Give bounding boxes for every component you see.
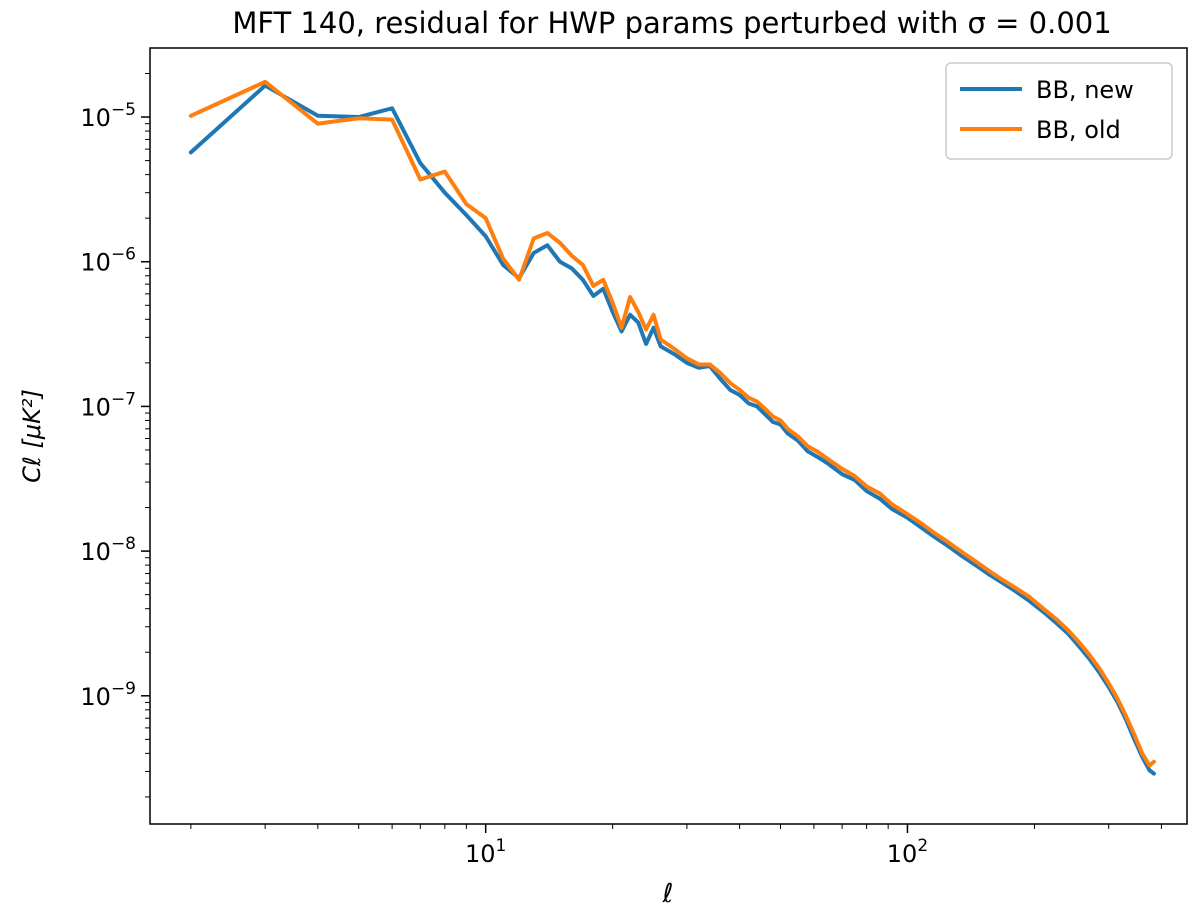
y-axis-label: Cℓ [μK²] — [18, 389, 46, 483]
x-tick-label: 102 — [887, 836, 928, 868]
y-tick-label: 10−8 — [80, 534, 136, 566]
x-tick-label: 101 — [465, 836, 506, 868]
x-axis-label: ℓ — [662, 879, 674, 909]
x-tick-labels: 101 102 — [465, 836, 928, 868]
series-line-bb-new — [188, 83, 1156, 776]
legend-label-bb-new: BB, new — [1036, 76, 1134, 104]
y-tick-label: 10−9 — [80, 679, 136, 711]
chart-title: MFT 140, residual for HWP params perturb… — [232, 6, 1111, 40]
legend: BB, new BB, old — [945, 62, 1173, 160]
legend-label-bb-old: BB, old — [1036, 116, 1121, 144]
series-line-bb-old — [188, 79, 1156, 768]
plot-frame — [149, 47, 1188, 825]
y-tick-labels: 10−5 10−6 10−7 10−8 10−9 — [80, 100, 136, 711]
axis-ticks — [141, 72, 1162, 833]
y-tick-label: 10−7 — [80, 389, 136, 421]
series-layer — [188, 79, 1156, 776]
y-tick-label: 10−5 — [80, 100, 136, 132]
y-tick-label: 10−6 — [80, 245, 136, 277]
